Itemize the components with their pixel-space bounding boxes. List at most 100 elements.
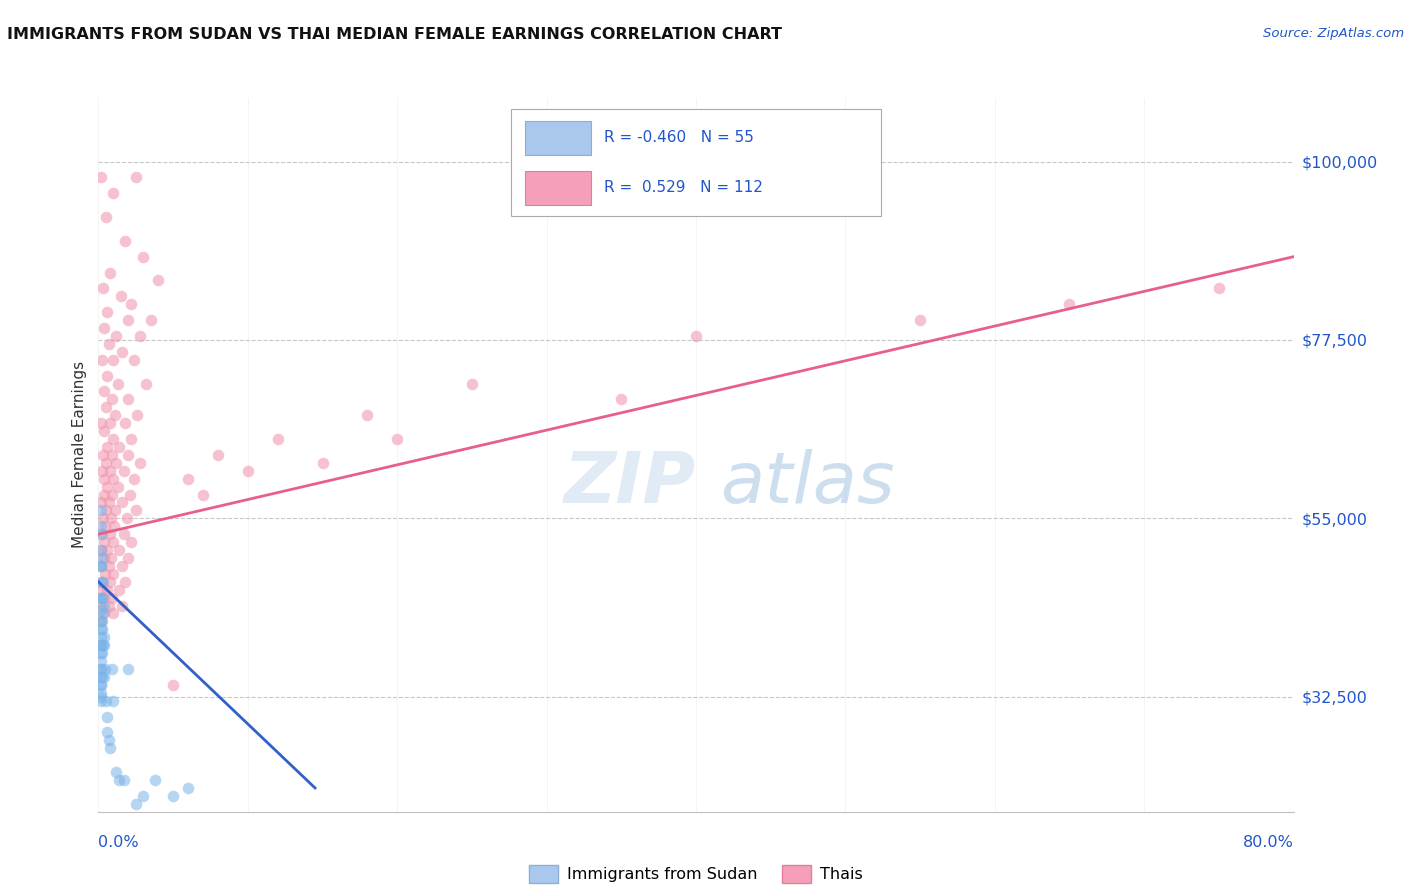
Point bbox=[94, 456, 117, 470]
Point bbox=[125, 503, 148, 517]
Point bbox=[90, 416, 112, 430]
Point bbox=[90, 678, 112, 692]
Point bbox=[103, 566, 125, 581]
Point bbox=[103, 352, 125, 367]
Point bbox=[93, 638, 115, 652]
Text: R = -0.460   N = 55: R = -0.460 N = 55 bbox=[605, 130, 754, 145]
Point bbox=[97, 558, 120, 573]
Text: 0.0%: 0.0% bbox=[98, 836, 139, 850]
Point bbox=[90, 646, 112, 660]
Point bbox=[96, 305, 118, 319]
Point bbox=[91, 670, 114, 684]
Point bbox=[90, 543, 112, 558]
Point bbox=[100, 266, 122, 280]
Point bbox=[90, 638, 112, 652]
Point bbox=[90, 623, 112, 637]
FancyBboxPatch shape bbox=[524, 171, 591, 205]
Point bbox=[98, 527, 121, 541]
Point bbox=[162, 678, 184, 692]
Text: 80.0%: 80.0% bbox=[1243, 836, 1294, 850]
Point bbox=[90, 503, 112, 517]
Point bbox=[117, 662, 139, 676]
Point bbox=[94, 401, 117, 415]
Point bbox=[356, 409, 378, 423]
Point bbox=[108, 543, 131, 558]
Point bbox=[100, 464, 122, 478]
Point bbox=[124, 472, 146, 486]
Legend: Immigrants from Sudan, Thais: Immigrants from Sudan, Thais bbox=[523, 858, 869, 889]
Point bbox=[93, 670, 115, 684]
Point bbox=[385, 432, 409, 446]
Point bbox=[91, 281, 114, 295]
Point bbox=[100, 416, 122, 430]
Point bbox=[94, 566, 117, 581]
Point bbox=[91, 448, 114, 462]
Point bbox=[91, 511, 114, 525]
Point bbox=[129, 329, 152, 343]
Point bbox=[685, 329, 707, 343]
Point bbox=[125, 797, 148, 811]
Point bbox=[90, 686, 112, 700]
Point bbox=[101, 591, 124, 605]
Point bbox=[97, 599, 120, 613]
Y-axis label: Median Female Earnings: Median Female Earnings bbox=[72, 361, 87, 549]
Point bbox=[610, 392, 633, 407]
Point bbox=[114, 416, 136, 430]
Point bbox=[93, 424, 115, 438]
Point bbox=[112, 772, 135, 787]
Point bbox=[107, 376, 129, 391]
Point bbox=[135, 376, 157, 391]
Point bbox=[1208, 281, 1230, 295]
Point bbox=[111, 599, 134, 613]
Point bbox=[101, 662, 124, 676]
Point bbox=[90, 662, 112, 676]
Point bbox=[117, 392, 139, 407]
Point bbox=[97, 337, 120, 351]
Point bbox=[97, 733, 120, 747]
Point bbox=[96, 725, 118, 739]
Point bbox=[93, 321, 115, 335]
Point bbox=[100, 741, 122, 756]
Point bbox=[127, 409, 149, 423]
Point bbox=[91, 591, 114, 605]
Point bbox=[93, 599, 115, 613]
Point bbox=[90, 615, 112, 629]
Point bbox=[177, 780, 200, 795]
Point bbox=[103, 472, 125, 486]
Point bbox=[93, 607, 115, 621]
Point bbox=[97, 495, 120, 509]
Text: ZIP: ZIP bbox=[564, 449, 696, 518]
Point bbox=[94, 694, 117, 708]
Point bbox=[91, 574, 114, 589]
Point bbox=[90, 558, 112, 573]
Point bbox=[91, 607, 114, 621]
Point bbox=[117, 551, 139, 566]
Point bbox=[100, 574, 122, 589]
Point bbox=[90, 543, 112, 558]
Text: IMMIGRANTS FROM SUDAN VS THAI MEDIAN FEMALE EARNINGS CORRELATION CHART: IMMIGRANTS FROM SUDAN VS THAI MEDIAN FEM… bbox=[7, 27, 782, 42]
Point bbox=[90, 690, 112, 704]
FancyBboxPatch shape bbox=[510, 109, 882, 216]
Point bbox=[100, 511, 122, 525]
Point bbox=[162, 789, 184, 803]
Point bbox=[94, 519, 117, 533]
Point bbox=[103, 186, 125, 201]
Point bbox=[111, 344, 134, 359]
Point bbox=[207, 448, 229, 462]
Point bbox=[105, 765, 128, 780]
Point bbox=[103, 694, 125, 708]
Point bbox=[90, 558, 112, 573]
Point bbox=[101, 487, 124, 501]
Point bbox=[93, 551, 115, 566]
Point bbox=[124, 352, 146, 367]
Point bbox=[90, 582, 112, 597]
Point bbox=[90, 591, 112, 605]
Point bbox=[112, 464, 135, 478]
Text: Source: ZipAtlas.com: Source: ZipAtlas.com bbox=[1264, 27, 1405, 40]
Point bbox=[90, 495, 112, 509]
Point bbox=[93, 472, 115, 486]
Point bbox=[90, 527, 112, 541]
Point bbox=[114, 574, 136, 589]
Point bbox=[91, 352, 114, 367]
Point bbox=[91, 646, 114, 660]
